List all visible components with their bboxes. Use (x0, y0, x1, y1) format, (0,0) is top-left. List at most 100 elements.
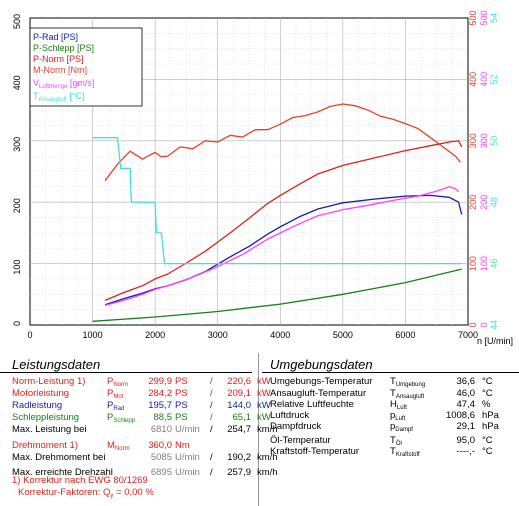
right-divider (262, 372, 519, 373)
y-tick-label-right: 300 (468, 133, 478, 148)
legend-entry-main: T (33, 91, 39, 101)
legend-entry-sub: Luftmenge (39, 84, 68, 90)
y-tick-label-right: 200 (479, 195, 489, 210)
row-value: 29,1 (456, 421, 476, 432)
series-lines (92, 103, 463, 322)
y-tick-label-right: 46 (489, 259, 499, 269)
row-separator: / (210, 376, 213, 387)
row-label: Luftdruck (270, 410, 310, 421)
y-tick-label-right: 100 (479, 256, 489, 271)
x-tick-label: 1000 (83, 330, 103, 340)
row-symbol-sub: Dampf (395, 427, 413, 433)
right-section-title: Umgebungsdaten (270, 357, 373, 372)
row-unit-1: PS (175, 376, 188, 387)
row-symbol-main: p (390, 421, 396, 432)
legend-entry: TAnsaugluft [°C] (33, 91, 84, 103)
x-tick-label: 0 (27, 330, 32, 340)
row-symbol-main: P (107, 400, 114, 411)
row-label: Relative Luftfeuchte (270, 399, 354, 410)
y-tick-label-right: 48 (489, 197, 499, 207)
row-value-1: 6895 (150, 467, 172, 478)
series-line (104, 186, 460, 307)
x-tick-label: 7000 (458, 330, 478, 340)
row-unit-2: km/h (257, 452, 278, 463)
row-symbol-sub: Öl (395, 441, 402, 447)
series-line (92, 137, 462, 265)
row-symbol: TÖl (390, 435, 402, 450)
y-tick-label-left: 100 (12, 260, 22, 275)
row-value-2: 209,1 (227, 388, 251, 399)
y-tick-label-right: 500 (468, 10, 478, 25)
y-tick-label-left: 200 (12, 198, 22, 213)
row-label: Schleppleistung (12, 412, 80, 423)
legend: P-Rad [PS] P-Schlepp [PS] P-Norm [PS] M-… (29, 27, 143, 107)
row-label: Öl-Temperatur (270, 435, 331, 446)
dyno-chart: 0 1000 2000 3000 4000 5000 6000 700001002003004… (12, 10, 513, 346)
legend-entry-main: V (33, 78, 39, 88)
row-separator: / (210, 452, 213, 463)
x-axis-label: n [U/min] (477, 336, 513, 346)
series-line (104, 103, 462, 182)
row-unit-1: U/min (175, 452, 200, 463)
footnote-2-sub: y (110, 493, 114, 499)
row-unit-1: PS (175, 412, 188, 423)
row-separator: / (210, 400, 213, 411)
row-label: Max. Leistung bei (12, 424, 87, 435)
row-value-1: 360,0 (148, 440, 172, 451)
grid (30, 18, 468, 325)
legend-entry-unit: [°C] (67, 91, 85, 101)
row-symbol-main: P (107, 412, 114, 423)
row-symbol: PNorm (107, 376, 128, 391)
row-unit-2: km/h (257, 467, 278, 478)
row-unit: % (482, 399, 491, 410)
row-value-2: 257,9 (227, 467, 251, 478)
row-symbol-sub: Rad (113, 406, 125, 412)
row-unit-2: kW (257, 388, 271, 399)
row-symbol-sub: Norm (113, 382, 129, 388)
row-separator: / (210, 467, 213, 478)
row-value: 95,0 (456, 435, 476, 446)
y-tick-label-right: 54 (489, 13, 499, 23)
row-symbol-sub: Kraftstoff (395, 452, 420, 458)
row-value-1: 195,7 (148, 400, 172, 411)
y-tick-label-right: 100 (468, 256, 478, 271)
row-value-1: 284,2 (148, 388, 172, 399)
row-symbol-sub: Mot (113, 394, 124, 400)
row-symbol: PMot (107, 388, 123, 403)
row-label: Dampfdruck (270, 421, 322, 432)
row-symbol-main: p (390, 410, 396, 421)
row-value: 46,0 (456, 388, 476, 399)
y-tick-label-right: 50 (489, 136, 499, 146)
row-symbol: PSchlepp (107, 412, 135, 427)
x-tick-label: 4000 (270, 330, 290, 340)
footnote-2: Korrektur-Faktoren: Qy = 0,00 % (18, 487, 154, 499)
row-symbol-main: P (107, 376, 114, 387)
row-value-2: 220,6 (227, 376, 251, 387)
row-label: Umgebungs-Temperatur (270, 376, 373, 387)
legend-box (29, 27, 143, 107)
row-label: Ansaugluft-Temperatur (270, 388, 367, 399)
legend-entry: P-Norm [PS] (33, 54, 84, 64)
row-separator: / (210, 388, 213, 399)
x-tick-label: 6000 (395, 330, 415, 340)
y-tick-label-right: 0 (479, 322, 489, 327)
row-value-2: 190,2 (227, 452, 251, 463)
row-symbol: TUmgebung (390, 376, 425, 391)
row-symbol-sub: Norm (114, 446, 130, 452)
legend-entry: P-Schlepp [PS] (33, 43, 94, 53)
left-divider (0, 372, 252, 373)
row-symbol-main: M (107, 440, 115, 451)
series-line (92, 268, 462, 322)
row-symbol: MNorm (107, 440, 130, 455)
row-symbol-main: P (107, 388, 114, 399)
row-symbol: TAnsaugluft (390, 388, 424, 403)
footnote-2-suffix: = 0,00 % (113, 487, 154, 498)
row-symbol: pDampf (390, 421, 413, 436)
y-tick-label-left: 0 (12, 321, 22, 326)
row-value: 47,4 (456, 399, 476, 410)
row-unit-2: kW (257, 400, 271, 411)
row-symbol-main: T (390, 435, 396, 446)
row-unit-1: Nm (175, 440, 190, 451)
legend-entry-unit: [gm/s] (67, 78, 94, 88)
row-value: 1008,6 (445, 410, 475, 421)
